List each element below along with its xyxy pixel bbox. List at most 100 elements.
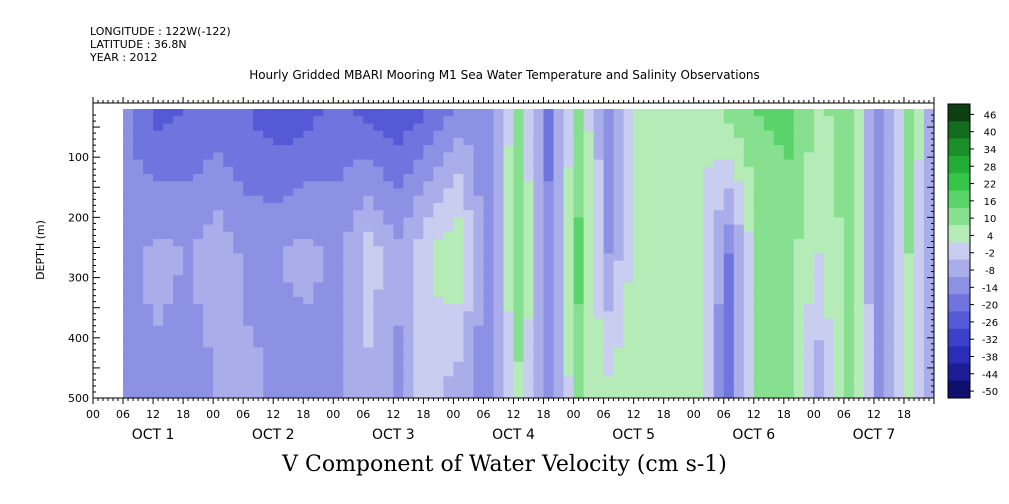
heatmap-cell — [653, 116, 665, 124]
heatmap-cell — [293, 304, 304, 312]
heatmap-cell — [183, 333, 194, 341]
heatmap-cell — [663, 159, 675, 168]
heatmap-cell — [483, 369, 494, 377]
heatmap-cell — [183, 116, 194, 124]
heatmap-cell — [733, 253, 745, 262]
heatmap-cell — [303, 253, 314, 262]
heatmap-cell — [123, 333, 134, 341]
heatmap-cell — [603, 137, 615, 146]
heatmap-cell — [583, 159, 595, 168]
heatmap-cell — [883, 231, 895, 240]
heatmap-cell — [393, 376, 404, 384]
heatmap-cell — [323, 239, 334, 247]
heatmap-cell — [873, 318, 885, 327]
heatmap-cell — [623, 202, 635, 211]
heatmap-cell — [904, 181, 915, 189]
heatmap-cell — [583, 282, 595, 291]
heatmap-cell — [773, 152, 785, 161]
x-tick-label: 06 — [717, 408, 731, 421]
heatmap-cell — [643, 123, 655, 132]
heatmap-cell — [273, 137, 284, 146]
heatmap-cell — [133, 325, 144, 334]
heatmap-cell — [393, 253, 404, 262]
heatmap-cell — [323, 217, 334, 226]
heatmap-cell — [333, 333, 344, 341]
heatmap-cell — [823, 239, 835, 247]
heatmap-cell — [503, 231, 514, 240]
heatmap-cell — [243, 347, 254, 356]
heatmap-cell — [413, 202, 424, 211]
heatmap-cell — [833, 253, 845, 262]
heatmap-cell — [563, 253, 575, 262]
heatmap-cell — [783, 166, 795, 175]
heatmap-cell — [433, 268, 444, 276]
heatmap-cell — [543, 174, 554, 182]
heatmap-cell — [293, 318, 304, 327]
heatmap-cell — [733, 239, 745, 247]
heatmap-cell — [403, 109, 414, 117]
heatmap-cell — [743, 116, 755, 124]
heatmap-cell — [573, 304, 585, 312]
heatmap-cell — [483, 289, 494, 298]
heatmap-cell — [813, 174, 825, 182]
heatmap-cell — [703, 210, 715, 218]
heatmap-cell — [383, 109, 394, 117]
heatmap-cell — [633, 275, 645, 283]
heatmap-cell — [153, 325, 164, 334]
heatmap-cell — [643, 246, 655, 254]
heatmap-cell — [353, 116, 364, 124]
heatmap-cell — [603, 354, 615, 363]
heatmap-cell — [523, 239, 534, 247]
heatmap-cell — [203, 390, 214, 398]
heatmap-cell — [493, 174, 504, 182]
heatmap-cell — [223, 166, 234, 175]
heatmap-cell — [353, 354, 364, 363]
heatmap-cell — [803, 123, 815, 132]
heatmap-cell — [803, 109, 815, 117]
heatmap-cell — [573, 224, 585, 233]
heatmap-cell — [603, 231, 615, 240]
heatmap-cell — [353, 289, 364, 298]
heatmap-cell — [363, 181, 374, 189]
heatmap-cell — [853, 325, 865, 334]
heatmap-cell — [853, 376, 865, 384]
heatmap-cell — [924, 195, 934, 204]
heatmap-cell — [143, 390, 154, 398]
heatmap-cell — [383, 224, 394, 233]
heatmap-cell — [233, 311, 244, 319]
heatmap-cell — [613, 289, 625, 298]
heatmap-cell — [243, 130, 254, 139]
heatmap-cell — [833, 210, 845, 218]
heatmap-cell — [713, 333, 725, 341]
heatmap-cell — [863, 282, 875, 291]
heatmap-cell — [823, 166, 835, 175]
heatmap-cell — [503, 282, 514, 291]
heatmap-cell — [513, 354, 524, 363]
heatmap-cell — [573, 361, 585, 370]
heatmap-cell — [673, 188, 685, 197]
heatmap-cell — [653, 123, 665, 132]
heatmap-cell — [924, 224, 934, 233]
heatmap-cell — [393, 275, 404, 283]
heatmap-cell — [894, 159, 905, 168]
heatmap-cell — [473, 210, 484, 218]
heatmap-cell — [793, 311, 805, 319]
heatmap-cell — [253, 318, 264, 327]
heatmap-cell — [153, 311, 164, 319]
heatmap-cell — [873, 311, 885, 319]
heatmap-cell — [293, 369, 304, 377]
heatmap-cell — [663, 231, 675, 240]
heatmap-cell — [613, 340, 625, 348]
heatmap-cell — [183, 304, 194, 312]
colorbar-swatch — [948, 276, 970, 295]
heatmap-cell — [793, 376, 805, 384]
heatmap-cell — [613, 210, 625, 218]
heatmap-cell — [733, 152, 745, 161]
heatmap-cell — [773, 390, 785, 398]
heatmap-cell — [483, 145, 494, 153]
heatmap-cell — [463, 159, 474, 168]
heatmap-cell — [193, 361, 204, 370]
heatmap-cell — [463, 130, 474, 139]
heatmap-cell — [273, 224, 284, 233]
heatmap-cell — [293, 289, 304, 298]
